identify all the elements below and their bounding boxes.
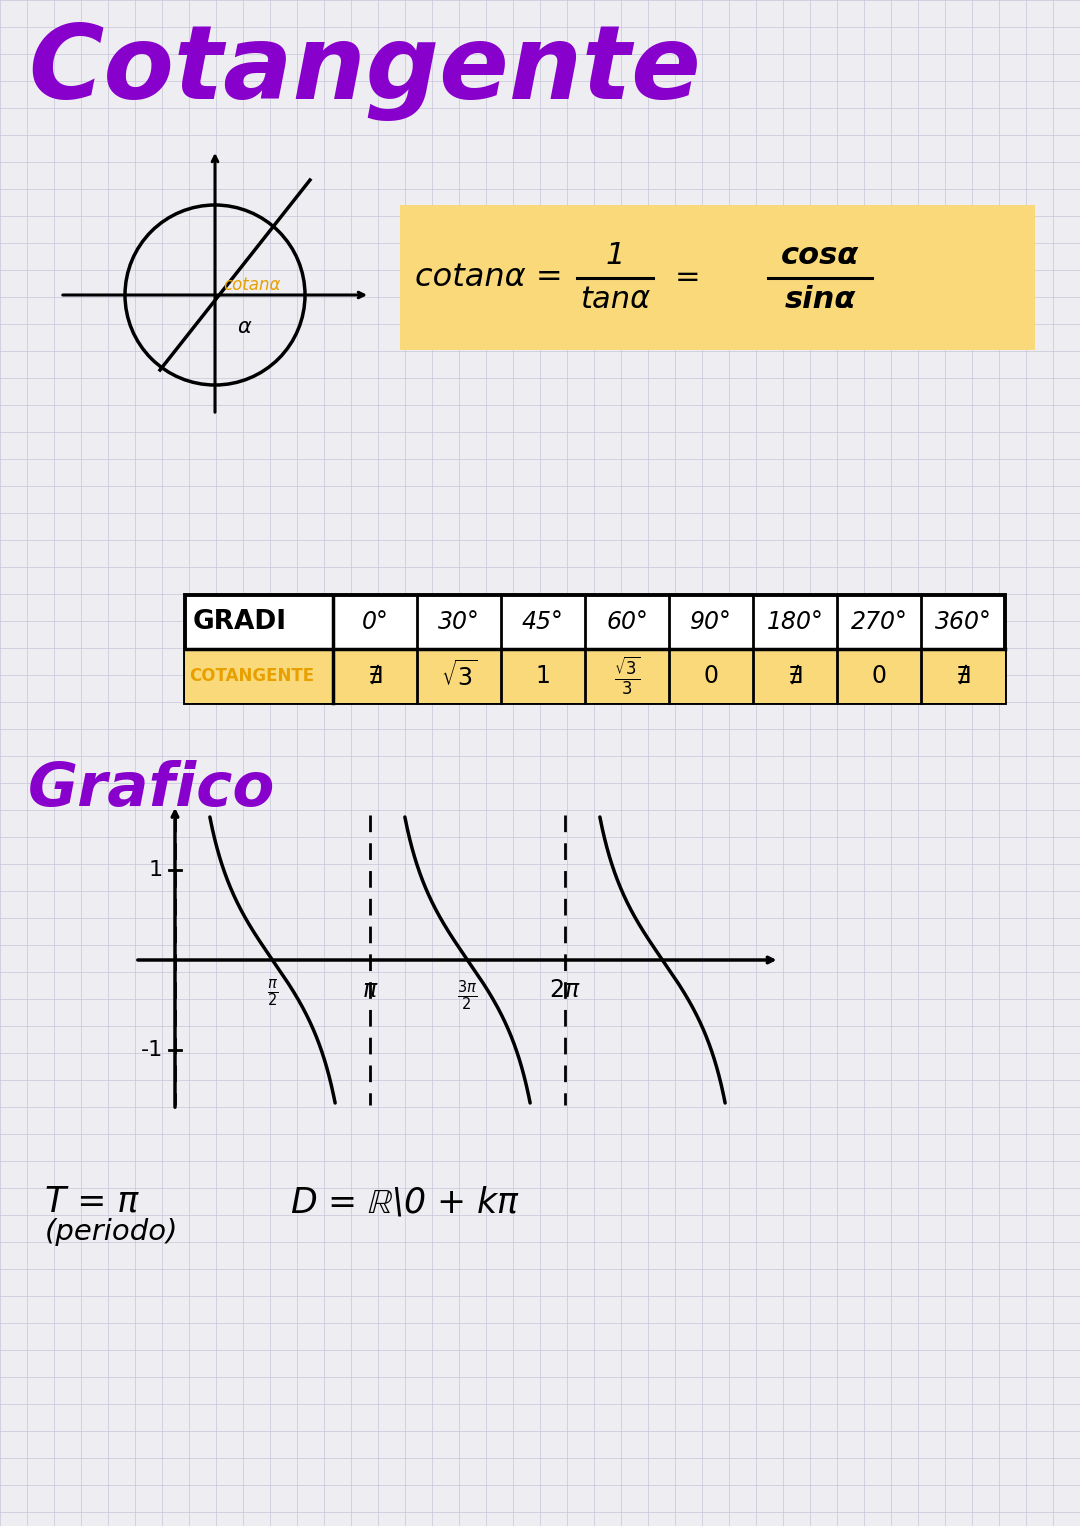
Text: $\frac{\pi}{2}$: $\frac{\pi}{2}$ xyxy=(267,978,279,1009)
Text: Grafico: Grafico xyxy=(28,760,275,819)
Text: 90°: 90° xyxy=(690,610,732,633)
Text: 360°: 360° xyxy=(934,610,991,633)
Text: 1: 1 xyxy=(149,861,163,881)
Text: α: α xyxy=(237,317,251,337)
Text: $\frac{\sqrt{3}}{3}$: $\frac{\sqrt{3}}{3}$ xyxy=(613,655,640,697)
Text: 0°: 0° xyxy=(362,610,389,633)
Text: $2\pi$: $2\pi$ xyxy=(550,978,581,1003)
Text: cotanα =: cotanα = xyxy=(415,262,563,293)
Text: cosα: cosα xyxy=(781,241,859,270)
Text: $\frac{3\pi}{2}$: $\frac{3\pi}{2}$ xyxy=(457,978,477,1013)
Text: T = π: T = π xyxy=(45,1186,138,1219)
Text: GRADI: GRADI xyxy=(193,609,287,635)
Text: 0: 0 xyxy=(872,664,887,688)
Text: D = $\mathbb{R}$\0 + k$\pi$: D = $\mathbb{R}$\0 + k$\pi$ xyxy=(291,1186,521,1219)
Text: tanα: tanα xyxy=(580,285,650,314)
Text: 1: 1 xyxy=(536,664,551,688)
Text: =: = xyxy=(675,262,701,291)
Text: $\sqrt{3}$: $\sqrt{3}$ xyxy=(441,661,477,691)
Text: cotanα: cotanα xyxy=(222,276,281,295)
Bar xyxy=(185,595,1005,703)
Text: 180°: 180° xyxy=(767,610,823,633)
Text: 30°: 30° xyxy=(438,610,480,633)
Text: -1: -1 xyxy=(140,1041,163,1061)
Text: 1: 1 xyxy=(605,241,624,270)
Text: 0: 0 xyxy=(703,664,718,688)
Text: $\nexists$: $\nexists$ xyxy=(956,664,971,688)
Text: $\nexists$: $\nexists$ xyxy=(787,664,802,688)
Text: $\nexists$: $\nexists$ xyxy=(367,664,382,688)
Text: 270°: 270° xyxy=(851,610,907,633)
Text: $\pi$: $\pi$ xyxy=(362,978,378,1003)
Bar xyxy=(400,204,1035,349)
Text: 45°: 45° xyxy=(522,610,564,633)
Bar xyxy=(185,649,1005,703)
Text: COTANGENTE: COTANGENTE xyxy=(189,667,314,685)
Text: 60°: 60° xyxy=(606,610,648,633)
Text: sinα: sinα xyxy=(784,285,855,314)
Text: Cotangente: Cotangente xyxy=(28,20,701,121)
Text: (periodo): (periodo) xyxy=(45,1218,178,1247)
